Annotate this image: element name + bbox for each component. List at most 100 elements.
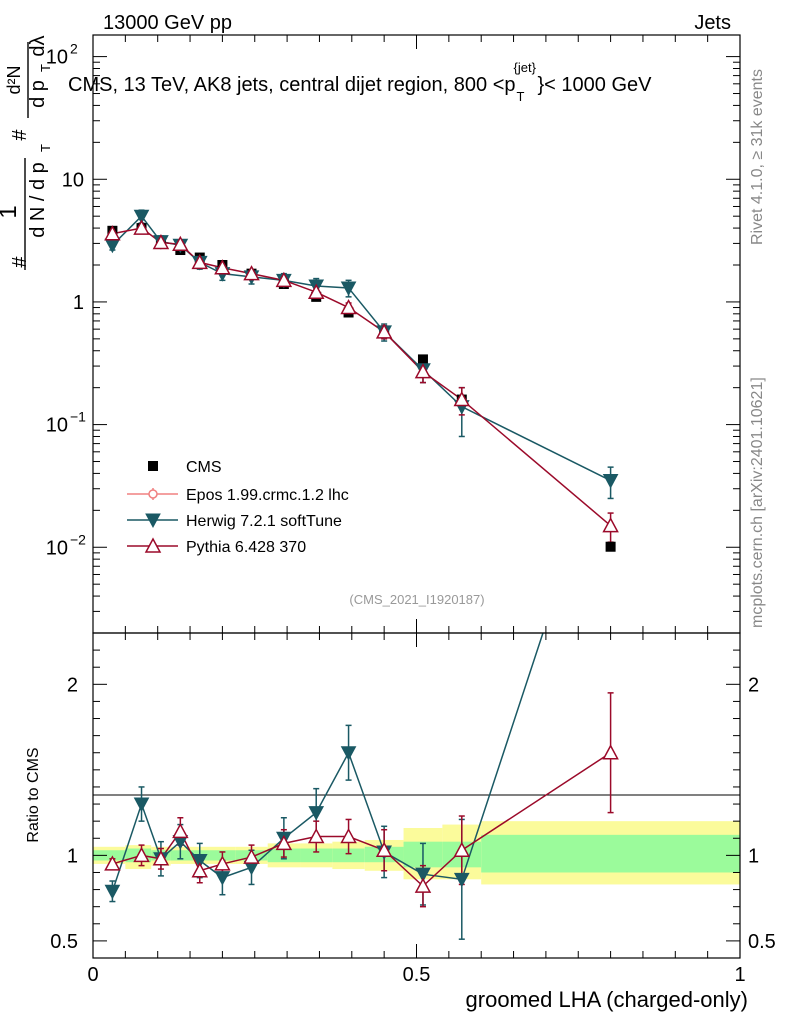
pythia-point xyxy=(133,219,150,235)
ratio-herwig-point xyxy=(340,746,357,761)
legend-label: Herwig 7.2.1 softTune xyxy=(186,513,342,530)
herwig-point xyxy=(602,474,619,489)
main-y-tick-label: 10 xyxy=(62,169,84,191)
ratio-y-tick-label-right: 1 xyxy=(748,845,759,867)
ratio-pythia-point xyxy=(375,841,393,857)
pythia-point xyxy=(152,233,170,250)
ratio-y-tick-label-right: 0.5 xyxy=(748,931,776,953)
pythia-point xyxy=(453,390,471,407)
ratio-pythia-point xyxy=(243,848,260,864)
legend: CMS Epos 1.99.crmc.1.2 lhc Herwig 7.2.1 so… xyxy=(127,459,349,556)
ylabel-sub-t: T xyxy=(38,64,53,72)
ratio-herwig-point xyxy=(191,854,208,869)
pythia-point xyxy=(375,323,393,339)
ratio-y-tick-label-left: 2 xyxy=(67,674,78,696)
main-y-tick-label-exp: −2 xyxy=(70,531,86,547)
pythia-point xyxy=(340,298,357,315)
main-y-tick-label-base: 10 xyxy=(46,537,68,559)
main-title: CMS, 13 TeV, AK8 jets, central dijet reg… xyxy=(68,60,652,104)
ylabel-hash-1: # xyxy=(9,256,31,268)
ylabel-denominator: d N / d p xyxy=(27,162,49,238)
x-tick-label: 0.5 xyxy=(403,964,431,986)
mcplots-label: mcplots.cern.ch [arXiv:2401.10621] xyxy=(749,377,766,628)
herwig-point xyxy=(104,238,121,254)
ratio-pythia-point xyxy=(191,862,209,878)
ratio-herwig-point xyxy=(415,867,431,883)
title-sup: {jet} xyxy=(514,60,537,75)
ratio-pythia-point xyxy=(172,822,189,839)
cms-point xyxy=(605,541,616,552)
x-tick-label: 1 xyxy=(734,964,745,986)
title-sub: T xyxy=(517,89,525,104)
ylabel-dp: d p xyxy=(27,80,49,108)
pythia-line xyxy=(112,227,612,527)
main-y-tick-label-exp: 2 xyxy=(70,41,78,57)
herwig-point xyxy=(133,209,150,225)
ratio-band-inner xyxy=(481,834,740,873)
legend-epos-marker xyxy=(148,489,158,499)
pythia-point xyxy=(275,271,293,288)
header-category-label: Jets xyxy=(694,12,731,34)
ratio-pythia-point xyxy=(307,827,325,844)
ratio-pythia-point xyxy=(104,855,121,871)
ylabel-one: 1 xyxy=(0,205,22,218)
ratio-y-tick-label-right: 2 xyxy=(748,674,759,696)
legend-pythia-marker xyxy=(144,537,162,553)
ratio-band-inner xyxy=(93,850,126,861)
pythia-point xyxy=(414,363,432,379)
ratio-band-inner xyxy=(300,848,333,863)
analysis-watermark: (CMS_2021_I1920187) xyxy=(349,592,484,607)
header-energy-label: 13000 GeV pp xyxy=(103,12,232,34)
pythia-point xyxy=(104,225,121,241)
pythia-point xyxy=(307,283,325,299)
legend-label: Pythia 6.428 370 xyxy=(186,539,306,556)
main-y-tick-label: 10 −2 xyxy=(46,531,86,559)
ratio-pythia-point xyxy=(214,855,231,871)
ratio-y-tick-label-left: 1 xyxy=(67,845,78,867)
pythia-point xyxy=(243,265,260,281)
main-y-tick-label-base: 10 xyxy=(46,415,68,437)
ratio-pythia-point xyxy=(275,834,293,851)
x-tick-label: 0 xyxy=(87,964,98,986)
herwig-point xyxy=(340,281,357,297)
legend-label: CMS xyxy=(186,459,222,476)
title-text: CMS, 13 TeV, AK8 jets, central dijet reg… xyxy=(68,74,516,96)
main-y-tick-label-base: 10 xyxy=(62,169,84,191)
ratio-herwig-point xyxy=(453,872,470,888)
legend-cms-marker xyxy=(148,461,158,471)
title-suffix: }< 1000 GeV xyxy=(538,74,653,96)
pythia-point xyxy=(191,253,209,270)
ratio-herwig-point xyxy=(308,806,325,821)
ratio-y-axis-label: Ratio to CMS xyxy=(25,747,42,842)
main-y-tick-label-base: 10 xyxy=(46,47,68,69)
ratio-band-inner xyxy=(332,848,365,863)
x-axis-label: groomed LHA (charged-only) xyxy=(466,987,748,1012)
ylabel-numerator: d²N xyxy=(4,65,24,94)
rivet-label: Rivet 4.1.0, ≥ 31k events xyxy=(749,69,766,245)
ratio-herwig-point xyxy=(604,422,618,435)
ratio-pythia-point xyxy=(602,744,619,760)
main-y-tick-label-exp: −1 xyxy=(70,409,86,425)
main-y-tick-label-base: 1 xyxy=(73,292,84,314)
ratio-series-group xyxy=(104,422,619,940)
ratio-y-tick-label-left: 0.5 xyxy=(50,931,78,953)
ratio-pythia-point xyxy=(152,850,170,866)
legend-herwig-marker xyxy=(145,513,161,529)
ylabel-hash-2: # xyxy=(9,129,31,141)
ratio-pythia-point xyxy=(340,827,357,844)
ratio-pythia-point xyxy=(414,877,432,893)
pythia-point xyxy=(172,235,189,252)
pythia-point xyxy=(602,517,619,533)
ratio-pythia-point xyxy=(453,841,471,857)
legend-label: Epos 1.99.crmc.1.2 lhc xyxy=(186,487,349,504)
pythia-point xyxy=(214,259,231,275)
ylabel-sub-t: T xyxy=(38,144,53,152)
herwig-line xyxy=(111,215,611,482)
ylabel-dlambda: dλ xyxy=(27,35,49,56)
ratio-herwig-point xyxy=(214,871,231,886)
main-y-tick-label: 10 2 xyxy=(46,41,78,69)
cms-point xyxy=(417,354,428,365)
ratio-herwig-point xyxy=(104,884,121,900)
